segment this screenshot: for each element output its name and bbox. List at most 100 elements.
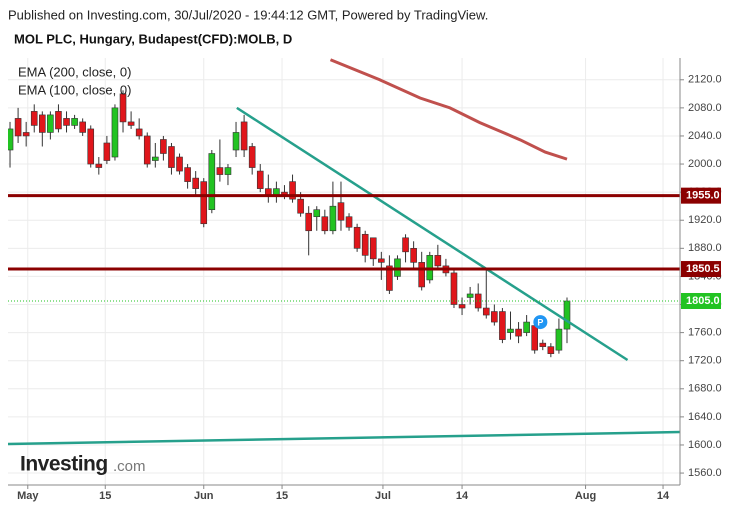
candle-body: [216, 167, 224, 175]
candle-body: [539, 342, 547, 347]
y-tick-label: 1720.0: [688, 355, 722, 367]
x-tick-label: Jul: [375, 490, 391, 502]
candle-body: [192, 177, 199, 189]
price-level-box: [681, 187, 721, 204]
candle-body: [248, 146, 256, 168]
y-tick-label: 1600.0: [688, 439, 722, 451]
candle-body: [402, 237, 409, 253]
candle-body: [329, 205, 337, 232]
candle-body: [369, 237, 377, 260]
candle-body: [289, 181, 296, 200]
candle-body: [305, 212, 312, 232]
candle-body: [22, 132, 30, 137]
candle-body: [184, 167, 191, 182]
candle-body: [313, 209, 321, 218]
candle-body: [87, 128, 95, 165]
candle-body: [378, 258, 385, 263]
x-tick-label: 15: [99, 490, 111, 502]
x-tick-label: Jun: [194, 490, 214, 502]
logo: Investing .com: [20, 453, 146, 476]
y-tick-label: 1640.0: [688, 411, 722, 423]
y-tick-label: 2000.0: [688, 158, 722, 170]
candle-body: [297, 198, 304, 214]
y-tick-label: 1760.0: [688, 327, 722, 339]
price-level-box: [681, 261, 721, 278]
candle-body: [466, 293, 474, 298]
candle-body: [127, 121, 135, 126]
candle-body: [111, 107, 119, 158]
y-tick-label: 2120.0: [688, 74, 722, 86]
candle-body: [345, 216, 353, 228]
x-tick-label: Aug: [575, 490, 596, 502]
logo-brand: Investing: [20, 453, 108, 476]
trend-line: [236, 106, 629, 362]
y-tick-label: 2080.0: [688, 102, 722, 114]
candle-body: [95, 163, 103, 168]
price-level-label: 1805.0: [686, 295, 720, 307]
candle-body: [39, 114, 46, 133]
event-marker-label: P: [537, 317, 543, 327]
candle-body: [474, 293, 482, 309]
candle-body: [55, 111, 62, 130]
chart-title: MOL PLC, Hungary, Budapest(CFD):MOLB, D: [14, 31, 292, 46]
plot-area: P: [8, 58, 680, 446]
candle-body: [103, 142, 111, 161]
candle-body: [135, 128, 143, 137]
x-tick-label: 14: [456, 490, 469, 502]
y-tick-label: 2040.0: [688, 130, 722, 142]
legend-entry: EMA (200, close, 0): [18, 64, 131, 79]
candle-body: [208, 153, 216, 210]
y-tick-label: 1560.0: [688, 467, 722, 479]
candle-body: [386, 265, 393, 291]
x-tick-label: 15: [276, 490, 288, 502]
x-tick-label: May: [17, 490, 39, 502]
candle-body: [14, 118, 22, 137]
candle-body: [63, 118, 70, 126]
candle-body: [410, 248, 417, 263]
candle-body: [71, 118, 78, 126]
y-tick-label: 1680.0: [688, 383, 722, 395]
candle-body: [523, 321, 530, 333]
event-marker: [533, 315, 548, 330]
price-level-box: [681, 292, 721, 309]
candle-body: [515, 328, 522, 337]
candle-body: [499, 311, 506, 340]
candle-body: [507, 328, 514, 333]
ema-line: [329, 58, 568, 161]
candle-body: [143, 135, 151, 165]
candle-body: [176, 156, 183, 172]
candle-body: [353, 226, 361, 249]
candle-body: [160, 139, 167, 154]
price-level-label: 1850.5: [686, 263, 720, 275]
candle-body: [232, 132, 240, 151]
axes: 1560.01600.01640.01680.01720.01760.01800…: [8, 58, 722, 502]
candle-body: [458, 304, 466, 309]
candle-body: [30, 111, 38, 126]
price-level-label: 1955.0: [686, 190, 720, 202]
candle-body: [450, 272, 458, 305]
logo-suffix: .com: [113, 458, 146, 475]
candle-body: [240, 121, 248, 151]
candle-body: [119, 93, 127, 123]
x-tick-label: 14: [657, 490, 670, 502]
candle-body: [482, 307, 490, 316]
candle-body: [152, 156, 159, 161]
y-tick-label: 1880.0: [688, 242, 722, 254]
publish-note: Published on Investing.com, 30/Jul/2020 …: [8, 7, 488, 22]
candle-body: [418, 262, 425, 288]
candle-body: [79, 121, 86, 133]
candle-body: [531, 325, 539, 351]
legend-entry: EMA (100, close, 0): [18, 82, 131, 97]
candle-body: [337, 202, 345, 221]
trend-line: [8, 430, 680, 446]
candle-body: [224, 167, 232, 175]
candle-body: [434, 255, 442, 267]
candle-body: [563, 300, 571, 330]
y-tick-label: 1920.0: [688, 214, 722, 226]
candle-body: [555, 328, 563, 351]
candle-body: [47, 114, 54, 133]
candle-body: [321, 216, 329, 232]
candle-body: [361, 233, 369, 256]
candle-body: [200, 181, 208, 225]
